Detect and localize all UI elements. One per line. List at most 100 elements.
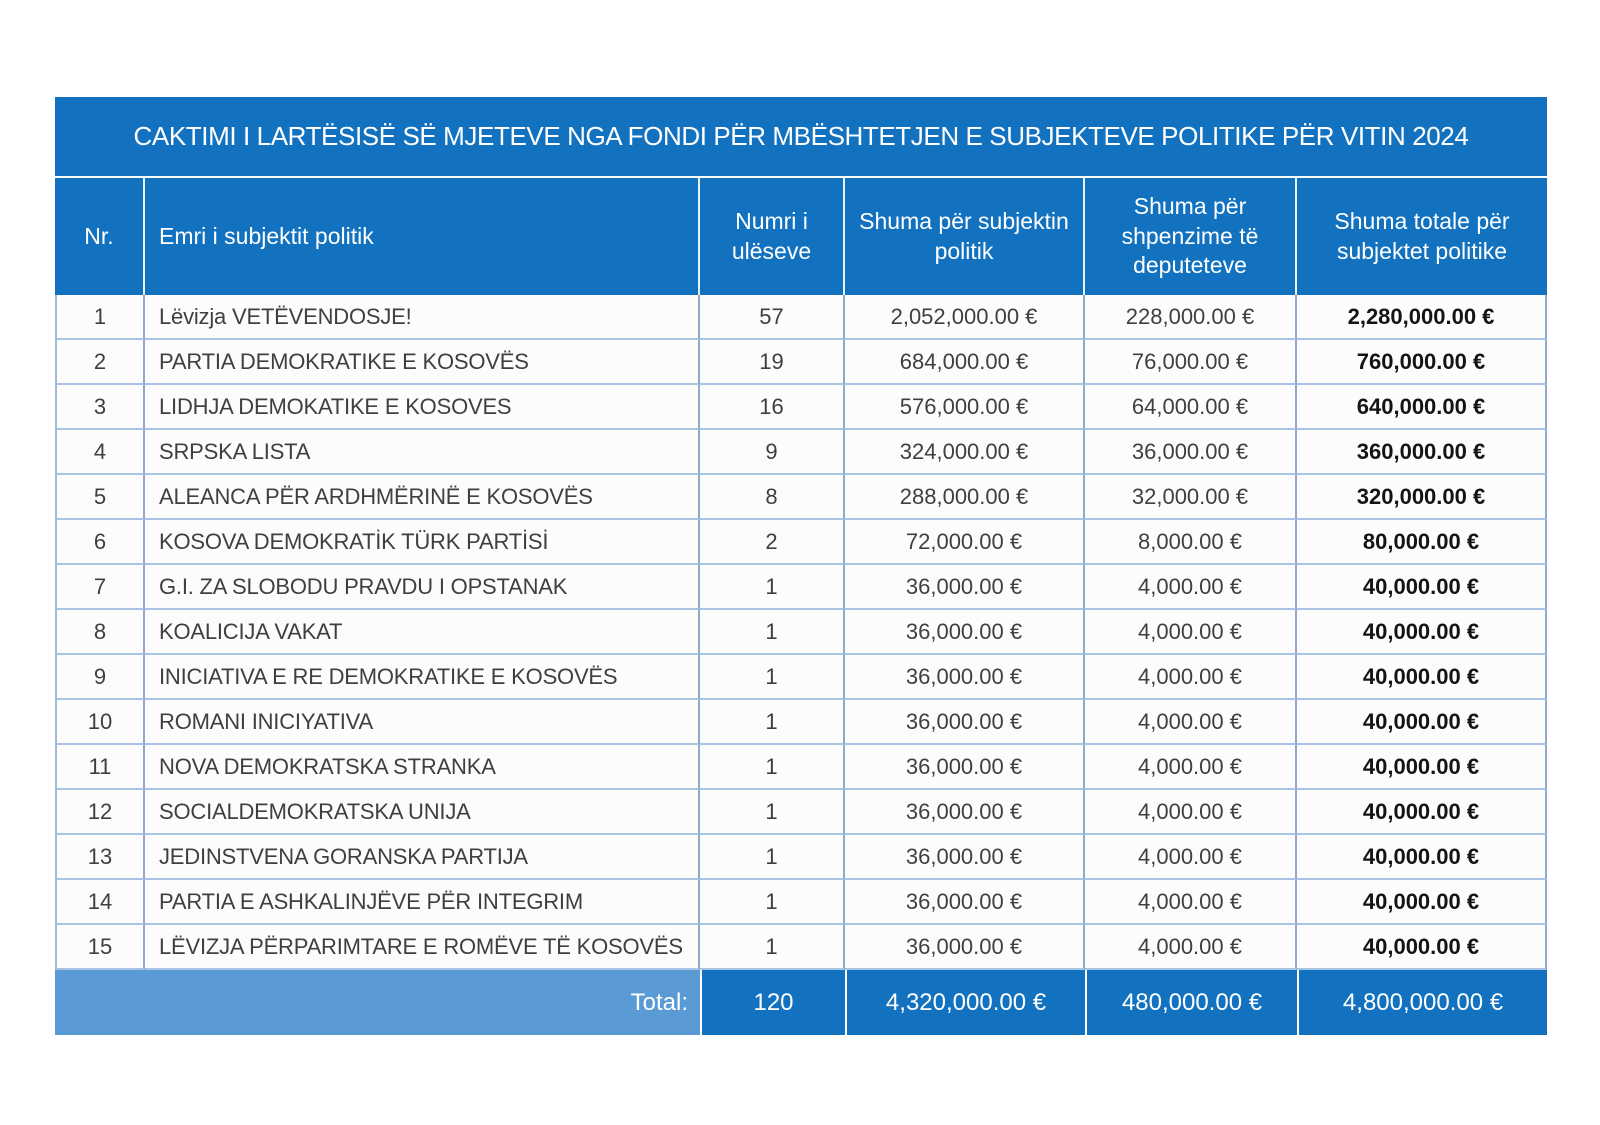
total-amount-total: 4,800,000.00 € (1297, 970, 1547, 1035)
column-header-party-name: Emri i subjektit politik (145, 178, 700, 295)
cell-amount-subject: 72,000.00 € (845, 520, 1085, 565)
cell-party-name: PARTIA E ASHKALINJËVE PËR INTEGRIM (145, 880, 700, 925)
cell-nr: 11 (57, 745, 145, 790)
cell-amount-subject: 36,000.00 € (845, 700, 1085, 745)
column-header-seats: Numri i ulëseve (700, 178, 845, 295)
cell-amount-subject: 36,000.00 € (845, 925, 1085, 970)
table-title: CAKTIMI I LARTËSISË SË MJETEVE NGA FONDI… (55, 97, 1547, 178)
cell-party-name: Lëvizja VETËVENDOSJE! (145, 295, 700, 340)
table-row: 2 PARTIA DEMOKRATIKE E KOSOVËS 19 684,000.0… (57, 340, 1547, 385)
total-seats: 120 (700, 970, 845, 1035)
total-label: Total: (55, 970, 700, 1035)
cell-amount-subject: 324,000.00 € (845, 430, 1085, 475)
cell-party-name: LËVIZJA PËRPARIMTARE E ROMËVE TË KOSOVËS (145, 925, 700, 970)
cell-amount-subject: 36,000.00 € (845, 565, 1085, 610)
table-row: 11 NOVA DEMOKRATSKA STRANKA 1 36,000.00 €4,… (57, 745, 1547, 790)
table-row: 8 KOALICIJA VAKAT 1 36,000.00 €4,000.00 €40… (57, 610, 1547, 655)
allocation-table: CAKTIMI I LARTËSISË SË MJETEVE NGA FONDI… (55, 97, 1547, 1035)
table-row: 6 KOSOVA DEMOKRATİK TÜRK PARTİSİ 2 72,000.0… (57, 520, 1547, 565)
cell-amount-mps: 36,000.00 € (1085, 430, 1297, 475)
cell-amount-total: 40,000.00 € (1297, 610, 1547, 655)
cell-nr: 3 (57, 385, 145, 430)
cell-party-name: SOCIALDEMOKRATSKA UNIJA (145, 790, 700, 835)
cell-nr: 14 (57, 880, 145, 925)
cell-amount-total: 360,000.00 € (1297, 430, 1547, 475)
cell-amount-mps: 64,000.00 € (1085, 385, 1297, 430)
table-row: 14 PARTIA E ASHKALINJËVE PËR INTEGRIM 1 36,… (57, 880, 1547, 925)
cell-amount-total: 760,000.00 € (1297, 340, 1547, 385)
cell-party-name: KOSOVA DEMOKRATİK TÜRK PARTİSİ (145, 520, 700, 565)
cell-party-name: SRPSKA LISTA (145, 430, 700, 475)
cell-party-name: PARTIA DEMOKRATIKE E KOSOVËS (145, 340, 700, 385)
total-row: Total: 120 4,320,000.00 € 480,000.00 € 4… (55, 970, 1547, 1035)
cell-amount-subject: 288,000.00 € (845, 475, 1085, 520)
cell-nr: 8 (57, 610, 145, 655)
cell-amount-mps: 4,000.00 € (1085, 610, 1297, 655)
table-row: 13 JEDINSTVENA GORANSKA PARTIJA 1 36,000.00… (57, 835, 1547, 880)
column-header-amount-mps: Shuma për shpenzime të deputeteve (1085, 178, 1297, 295)
cell-amount-subject: 2,052,000.00 € (845, 295, 1085, 340)
cell-amount-total: 40,000.00 € (1297, 790, 1547, 835)
cell-seats: 1 (700, 835, 845, 880)
cell-amount-total: 40,000.00 € (1297, 700, 1547, 745)
cell-nr: 15 (57, 925, 145, 970)
cell-nr: 7 (57, 565, 145, 610)
cell-amount-subject: 684,000.00 € (845, 340, 1085, 385)
cell-seats: 1 (700, 880, 845, 925)
cell-amount-subject: 36,000.00 € (845, 610, 1085, 655)
column-header-nr: Nr. (55, 178, 145, 295)
cell-amount-mps: 4,000.00 € (1085, 880, 1297, 925)
cell-nr: 6 (57, 520, 145, 565)
cell-party-name: KOALICIJA VAKAT (145, 610, 700, 655)
cell-seats: 1 (700, 655, 845, 700)
table-row: 7 G.I. ZA SLOBODU PRAVDU I OPSTANAK 1 36,00… (57, 565, 1547, 610)
cell-amount-mps: 76,000.00 € (1085, 340, 1297, 385)
cell-amount-total: 80,000.00 € (1297, 520, 1547, 565)
cell-nr: 5 (57, 475, 145, 520)
cell-amount-mps: 4,000.00 € (1085, 745, 1297, 790)
cell-amount-mps: 228,000.00 € (1085, 295, 1297, 340)
cell-amount-mps: 8,000.00 € (1085, 520, 1297, 565)
cell-amount-subject: 36,000.00 € (845, 880, 1085, 925)
cell-nr: 12 (57, 790, 145, 835)
cell-nr: 10 (57, 700, 145, 745)
cell-nr: 9 (57, 655, 145, 700)
table-row: 9 INICIATIVA E RE DEMOKRATIKE E KOSOVËS 1 3… (57, 655, 1547, 700)
cell-seats: 8 (700, 475, 845, 520)
cell-party-name: NOVA DEMOKRATSKA STRANKA (145, 745, 700, 790)
cell-seats: 1 (700, 700, 845, 745)
column-header-amount-subject: Shuma për subjektin politik (845, 178, 1085, 295)
cell-party-name: JEDINSTVENA GORANSKA PARTIJA (145, 835, 700, 880)
cell-party-name: ALEANCA PËR ARDHMËRINË E KOSOVËS (145, 475, 700, 520)
cell-amount-mps: 4,000.00 € (1085, 925, 1297, 970)
table-row: 15 LËVIZJA PËRPARIMTARE E ROMËVE TË KOSOV… (57, 925, 1547, 970)
cell-seats: 1 (700, 610, 845, 655)
cell-nr: 13 (57, 835, 145, 880)
cell-party-name: INICIATIVA E RE DEMOKRATIKE E KOSOVËS (145, 655, 700, 700)
cell-amount-total: 40,000.00 € (1297, 745, 1547, 790)
cell-amount-subject: 36,000.00 € (845, 745, 1085, 790)
table-row: 10 ROMANI INICIYATIVA 1 36,000.00 €4,000.00… (57, 700, 1547, 745)
cell-amount-mps: 4,000.00 € (1085, 565, 1297, 610)
cell-amount-mps: 4,000.00 € (1085, 790, 1297, 835)
table-row: 1 Lëvizja VETËVENDOSJE! 57 2,052,000.00 €22… (57, 295, 1547, 340)
table-header: Nr. Emri i subjektit politik Numri i ulë… (55, 178, 1547, 295)
cell-amount-total: 40,000.00 € (1297, 835, 1547, 880)
total-amount-subject: 4,320,000.00 € (845, 970, 1085, 1035)
cell-amount-subject: 576,000.00 € (845, 385, 1085, 430)
table-row: 4 SRPSKA LISTA 9 324,000.00 €36,000.00 €360… (57, 430, 1547, 475)
cell-party-name: G.I. ZA SLOBODU PRAVDU I OPSTANAK (145, 565, 700, 610)
cell-seats: 1 (700, 790, 845, 835)
cell-nr: 2 (57, 340, 145, 385)
cell-seats: 19 (700, 340, 845, 385)
table-row: 3 LIDHJA DEMOKATIKE E KOSOVES 16 576,000.00… (57, 385, 1547, 430)
cell-seats: 16 (700, 385, 845, 430)
table-row: 5 ALEANCA PËR ARDHMËRINË E KOSOVËS 8 288,00… (57, 475, 1547, 520)
cell-seats: 2 (700, 520, 845, 565)
cell-seats: 9 (700, 430, 845, 475)
cell-amount-total: 640,000.00 € (1297, 385, 1547, 430)
cell-nr: 4 (57, 430, 145, 475)
cell-seats: 57 (700, 295, 845, 340)
cell-party-name: ROMANI INICIYATIVA (145, 700, 700, 745)
cell-amount-total: 320,000.00 € (1297, 475, 1547, 520)
